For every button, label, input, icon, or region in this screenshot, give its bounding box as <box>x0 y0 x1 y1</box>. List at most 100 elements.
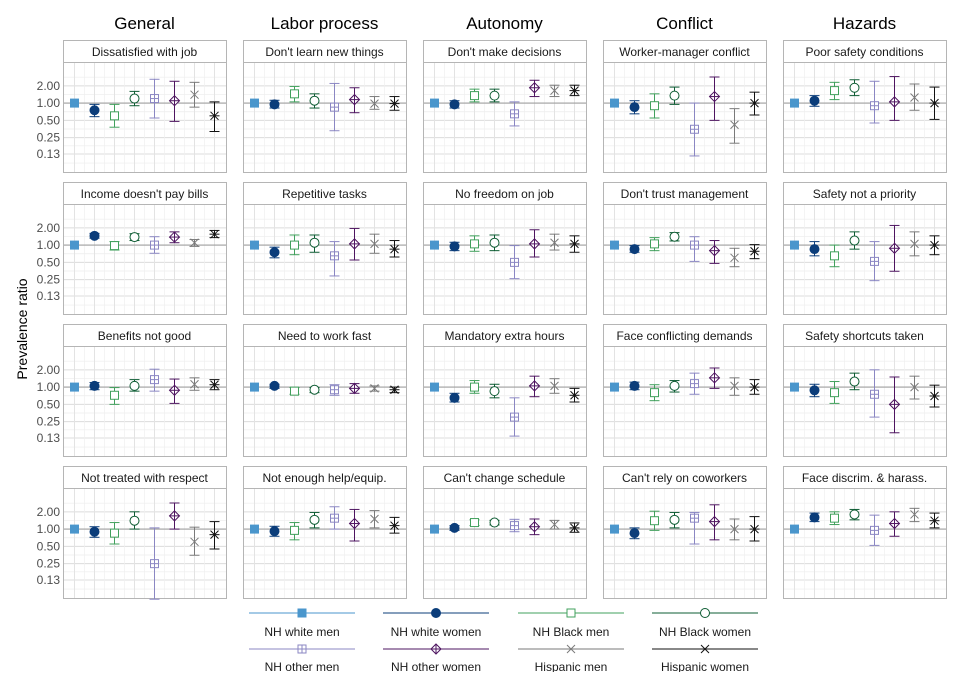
y-tick-label: 0.13 <box>37 289 61 303</box>
data-point <box>209 530 220 540</box>
data-point <box>708 90 721 103</box>
data-point <box>89 230 100 241</box>
data-point <box>250 240 259 250</box>
legend-key-marker <box>566 644 576 654</box>
legend-label: NH white women <box>391 625 482 639</box>
data-point <box>888 242 901 254</box>
data-point <box>168 510 181 522</box>
data-point <box>168 95 181 107</box>
legend-label: NH Black men <box>533 625 610 639</box>
data-point <box>389 385 400 395</box>
y-tick-label: 0.25 <box>37 273 61 287</box>
y-tick-label: 1.00 <box>37 96 61 110</box>
legend-label: Hispanic men <box>535 660 608 672</box>
data-point <box>510 521 519 531</box>
facet-panel: Dissatisfied with job <box>63 40 227 173</box>
data-point <box>790 98 799 108</box>
plot-area <box>783 204 947 315</box>
data-point <box>809 385 820 396</box>
data-point <box>690 379 699 389</box>
data-point <box>330 385 339 395</box>
facet-title: Not treated with respect <box>81 471 208 485</box>
data-point <box>669 231 680 242</box>
data-point <box>550 520 559 529</box>
data-point <box>150 559 159 569</box>
data-point <box>669 514 680 525</box>
data-point <box>70 382 79 392</box>
facet-panel: Face conflicting demands <box>603 324 767 457</box>
legend-key-marker <box>430 643 442 655</box>
data-point <box>129 232 140 243</box>
column-header: Labor process <box>271 14 379 33</box>
data-point <box>489 90 500 101</box>
facet-panel: Can't rely on coworkers <box>603 466 767 599</box>
plot-area <box>603 204 767 315</box>
data-point <box>70 98 79 108</box>
y-tick-label: 0.25 <box>37 557 61 571</box>
data-point <box>190 537 199 547</box>
data-point <box>269 247 280 258</box>
legend-key-marker <box>566 608 576 618</box>
data-point <box>190 379 199 389</box>
data-point <box>730 120 739 130</box>
data-point <box>888 398 901 411</box>
data-point <box>650 239 659 249</box>
plot-area <box>603 346 767 457</box>
data-point <box>790 382 799 392</box>
data-point <box>910 510 919 519</box>
data-point <box>929 240 940 250</box>
plot-area <box>63 62 227 173</box>
data-point <box>830 251 839 261</box>
data-point <box>110 111 119 121</box>
data-point <box>269 526 280 537</box>
y-tick-label: 0.50 <box>37 255 61 269</box>
data-point <box>569 239 580 249</box>
data-point <box>348 238 361 250</box>
plot-area <box>243 488 407 599</box>
data-point <box>129 515 140 526</box>
data-point <box>290 525 299 535</box>
data-point <box>749 382 760 392</box>
data-point <box>528 521 541 533</box>
data-point <box>790 524 799 534</box>
data-point <box>110 390 119 400</box>
data-point <box>430 382 439 392</box>
data-point <box>510 257 519 267</box>
data-point <box>190 90 199 100</box>
y-tick-label: 1.00 <box>37 238 61 252</box>
y-tick-label: 0.13 <box>37 573 61 587</box>
legend-label: NH other men <box>265 660 340 672</box>
data-point <box>870 389 879 399</box>
data-point <box>269 380 280 391</box>
y-tick-label: 0.25 <box>37 415 61 429</box>
y-tick-label: 1.00 <box>37 522 61 536</box>
facet-panel: No freedom on job <box>423 182 587 315</box>
y-tick-label: 0.50 <box>37 397 61 411</box>
data-point <box>250 382 259 392</box>
facet-panel: Not treated with respect <box>63 466 227 600</box>
y-tick-label: 0.13 <box>37 431 61 445</box>
facet-title: Dissatisfied with job <box>92 45 198 59</box>
data-point <box>650 101 659 111</box>
data-point <box>910 382 919 392</box>
y-tick-label: 0.50 <box>37 113 61 127</box>
data-point <box>330 513 339 523</box>
data-point <box>89 526 100 537</box>
plot-area <box>243 62 407 173</box>
legend-item: Hispanic women <box>652 644 758 674</box>
data-point <box>430 240 439 250</box>
data-point <box>730 253 739 263</box>
legend-item: NH Black men <box>518 608 624 639</box>
facet-panel: Need to work fast <box>243 324 407 457</box>
facet-panel: Safety shortcuts taken <box>783 324 947 457</box>
data-point <box>650 388 659 398</box>
facet-title: Repetitive tasks <box>282 187 367 201</box>
data-point <box>309 237 320 248</box>
data-point <box>849 82 860 93</box>
data-point <box>888 96 901 108</box>
column-header: General <box>114 14 174 33</box>
data-point <box>489 237 500 248</box>
data-point <box>370 514 379 524</box>
